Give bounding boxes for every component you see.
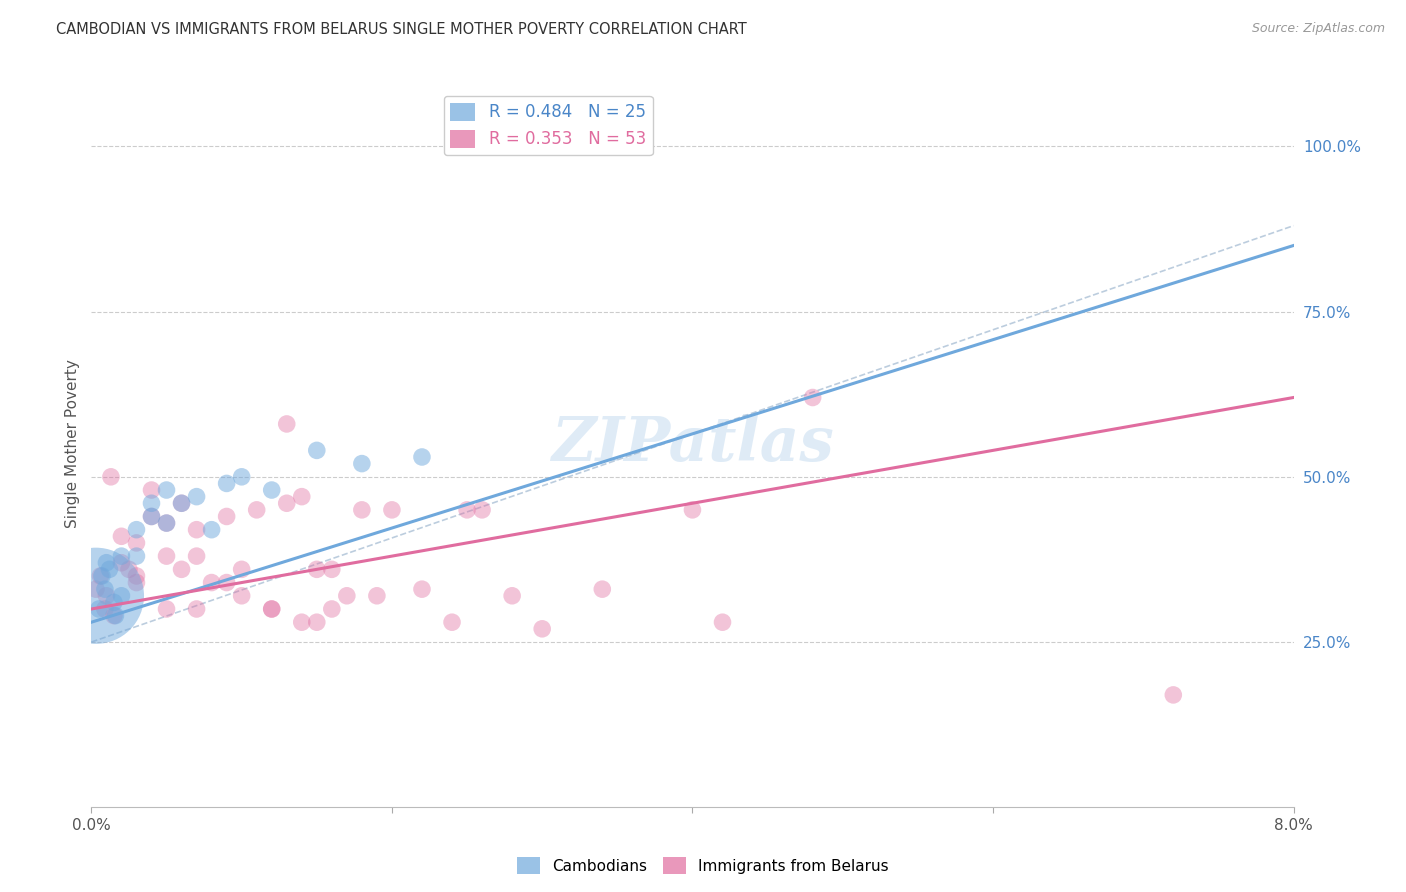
Point <box>110 529 132 543</box>
Point <box>291 490 314 504</box>
Point <box>350 503 373 517</box>
Point <box>89 569 111 583</box>
Point <box>141 496 163 510</box>
Point <box>215 575 238 590</box>
Point <box>170 496 193 510</box>
Point <box>90 569 112 583</box>
Point <box>215 509 238 524</box>
Point <box>110 589 132 603</box>
Point <box>381 503 404 517</box>
Point <box>801 391 824 405</box>
Point <box>170 496 193 510</box>
Text: Source: ZipAtlas.com: Source: ZipAtlas.com <box>1251 22 1385 36</box>
Point <box>681 503 703 517</box>
Point <box>155 516 177 530</box>
Point <box>125 569 148 583</box>
Point <box>84 582 107 597</box>
Point <box>201 575 224 590</box>
Point <box>141 483 163 497</box>
Point <box>350 457 373 471</box>
Point <box>231 589 253 603</box>
Text: ZIPatlas: ZIPatlas <box>551 414 834 474</box>
Point <box>110 549 132 563</box>
Point <box>305 443 328 458</box>
Point <box>186 549 208 563</box>
Point <box>231 562 253 576</box>
Point <box>103 595 125 609</box>
Point <box>260 483 283 497</box>
Point <box>215 476 238 491</box>
Point <box>411 450 433 464</box>
Point <box>321 602 343 616</box>
Point <box>155 602 177 616</box>
Point <box>87 602 110 616</box>
Point <box>155 549 177 563</box>
Point <box>141 509 163 524</box>
Point <box>276 496 298 510</box>
Point <box>103 608 125 623</box>
Point <box>170 562 193 576</box>
Point <box>1161 688 1184 702</box>
Point <box>440 615 463 630</box>
Point <box>94 582 117 597</box>
Point <box>186 490 208 504</box>
Y-axis label: Single Mother Poverty: Single Mother Poverty <box>65 359 80 528</box>
Point <box>711 615 734 630</box>
Point <box>118 562 141 576</box>
Point <box>125 523 148 537</box>
Point <box>305 562 328 576</box>
Point <box>276 417 298 431</box>
Point <box>291 615 314 630</box>
Point <box>84 589 107 603</box>
Point <box>260 602 283 616</box>
Legend: R = 0.484   N = 25, R = 0.353   N = 53: R = 0.484 N = 25, R = 0.353 N = 53 <box>444 95 652 155</box>
Point <box>201 523 224 537</box>
Point <box>591 582 613 597</box>
Point <box>125 536 148 550</box>
Point <box>155 483 177 497</box>
Point <box>456 503 478 517</box>
Point <box>125 575 148 590</box>
Point <box>186 602 208 616</box>
Point <box>98 562 121 576</box>
Point <box>336 589 359 603</box>
Point <box>100 470 122 484</box>
Point <box>96 589 118 603</box>
Point <box>411 582 433 597</box>
Point <box>305 615 328 630</box>
Point <box>110 556 132 570</box>
Legend: Cambodians, Immigrants from Belarus: Cambodians, Immigrants from Belarus <box>512 851 894 880</box>
Point <box>260 602 283 616</box>
Point <box>321 562 343 576</box>
Point <box>155 516 177 530</box>
Text: CAMBODIAN VS IMMIGRANTS FROM BELARUS SINGLE MOTHER POVERTY CORRELATION CHART: CAMBODIAN VS IMMIGRANTS FROM BELARUS SIN… <box>56 22 747 37</box>
Point <box>501 589 523 603</box>
Point <box>186 523 208 537</box>
Point <box>366 589 388 603</box>
Point <box>471 503 494 517</box>
Point <box>246 503 269 517</box>
Point <box>531 622 554 636</box>
Point <box>141 509 163 524</box>
Point <box>96 556 118 570</box>
Point <box>125 549 148 563</box>
Point <box>104 608 127 623</box>
Point <box>231 470 253 484</box>
Point <box>94 602 117 616</box>
